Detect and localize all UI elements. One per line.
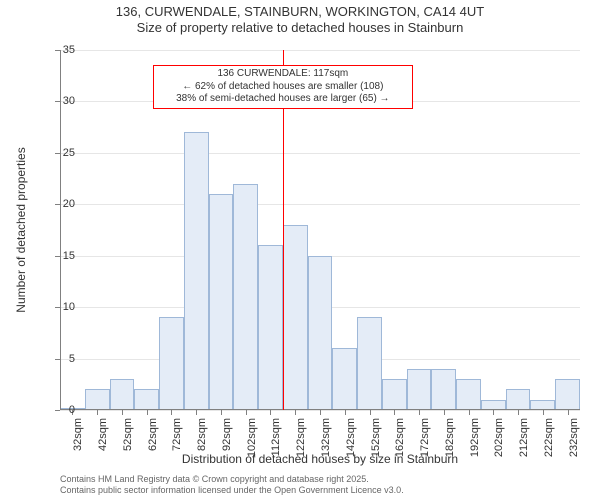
y-tick-label: 15 [45, 250, 75, 262]
annotation-line: 136 CURWENDALE: 117sqm [158, 68, 408, 81]
histogram-bar [110, 379, 135, 410]
histogram-plot: 136 CURWENDALE: 117sqm← 62% of detached … [60, 50, 580, 410]
chart-title: 136, CURWENDALE, STAINBURN, WORKINGTON, … [0, 4, 600, 37]
annotation-box: 136 CURWENDALE: 117sqm← 62% of detached … [153, 65, 413, 109]
histogram-bar [332, 348, 357, 410]
histogram-bar [308, 256, 333, 410]
histogram-bar [456, 379, 481, 410]
annotation-line: ← 62% of detached houses are smaller (10… [158, 81, 408, 94]
histogram-bar [209, 194, 234, 410]
title-line-2: Size of property relative to detached ho… [0, 20, 600, 36]
y-tick-label: 0 [45, 404, 75, 416]
title-line-1: 136, CURWENDALE, STAINBURN, WORKINGTON, … [0, 4, 600, 20]
histogram-bar [357, 317, 382, 410]
y-tick-label: 20 [45, 198, 75, 210]
y-tick-label: 10 [45, 301, 75, 313]
histogram-bar [134, 389, 159, 410]
histogram-bar [85, 389, 110, 410]
histogram-bar [382, 379, 407, 410]
grid-line [60, 153, 580, 154]
histogram-bar [184, 132, 209, 410]
y-tick-label: 35 [45, 44, 75, 56]
annotation-line: 38% of semi-detached houses are larger (… [158, 93, 408, 106]
histogram-bar [431, 369, 456, 410]
histogram-bar [555, 379, 580, 410]
grid-line [60, 204, 580, 205]
histogram-bar [506, 389, 531, 410]
grid-line [60, 50, 580, 51]
x-axis-label: Distribution of detached houses by size … [60, 452, 580, 466]
footer-line-2: Contains public sector information licen… [60, 485, 404, 496]
histogram-bar [159, 317, 184, 410]
histogram-bar [283, 225, 308, 410]
histogram-bar [258, 245, 283, 410]
y-tick-label: 30 [45, 95, 75, 107]
histogram-bar [407, 369, 432, 410]
footer-attribution: Contains HM Land Registry data © Crown c… [60, 474, 404, 496]
y-tick-label: 5 [45, 353, 75, 365]
histogram-bar [233, 184, 258, 410]
footer-line-1: Contains HM Land Registry data © Crown c… [60, 474, 404, 485]
y-axis-label: Number of detached properties [14, 50, 28, 410]
y-tick-label: 25 [45, 147, 75, 159]
